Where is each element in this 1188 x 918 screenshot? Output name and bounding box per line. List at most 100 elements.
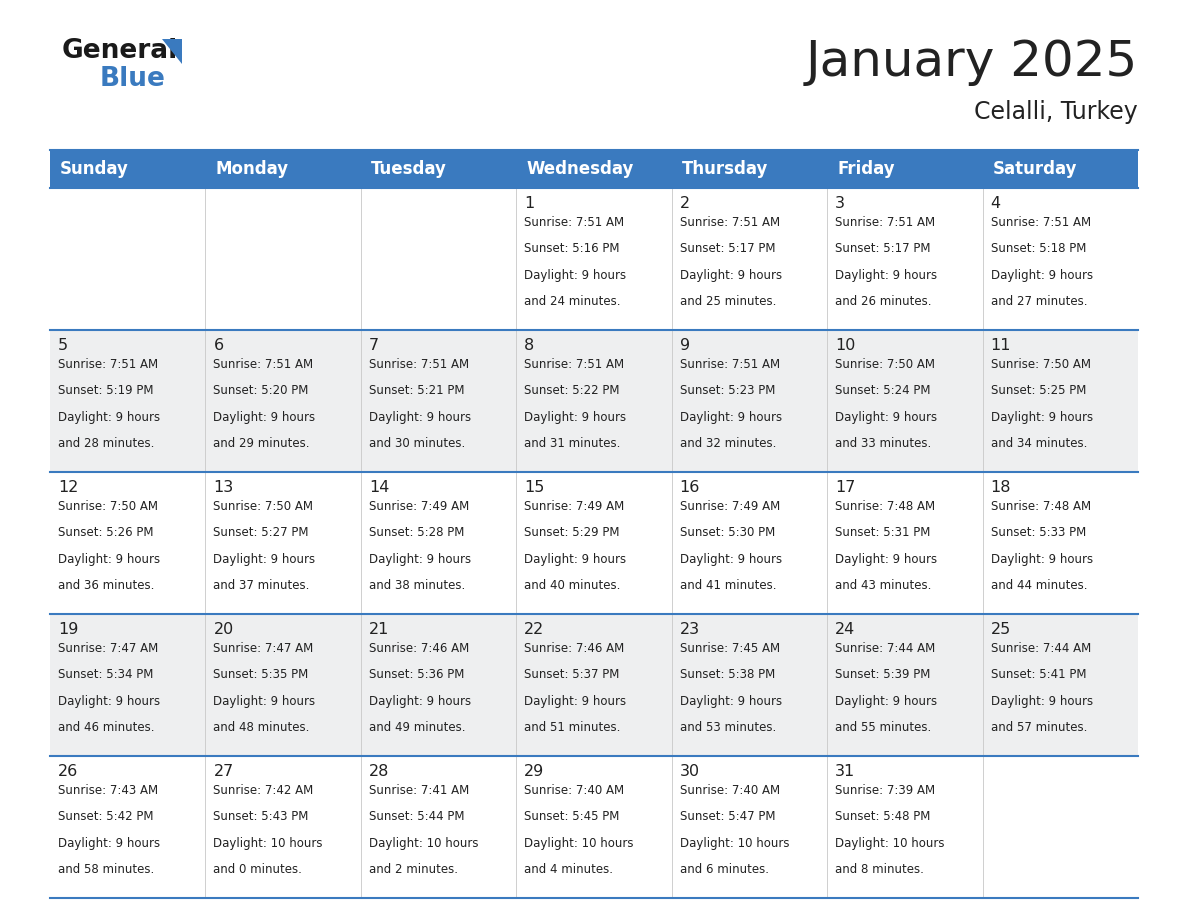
Text: Daylight: 9 hours: Daylight: 9 hours	[214, 695, 316, 708]
Text: and 8 minutes.: and 8 minutes.	[835, 863, 924, 876]
Text: and 31 minutes.: and 31 minutes.	[524, 437, 620, 450]
Text: 8: 8	[524, 338, 535, 353]
Text: Sunset: 5:20 PM: Sunset: 5:20 PM	[214, 385, 309, 397]
Text: 21: 21	[368, 622, 390, 637]
Text: Sunrise: 7:47 AM: Sunrise: 7:47 AM	[58, 642, 158, 655]
Text: and 34 minutes.: and 34 minutes.	[991, 437, 1087, 450]
Text: Sunset: 5:22 PM: Sunset: 5:22 PM	[524, 385, 620, 397]
Polygon shape	[162, 39, 182, 64]
Text: and 30 minutes.: and 30 minutes.	[368, 437, 466, 450]
Text: 23: 23	[680, 622, 700, 637]
Text: Daylight: 9 hours: Daylight: 9 hours	[835, 553, 937, 565]
Text: Tuesday: Tuesday	[371, 160, 447, 178]
Text: 29: 29	[524, 764, 544, 779]
Text: Celalli, Turkey: Celalli, Turkey	[974, 100, 1138, 124]
Text: Saturday: Saturday	[992, 160, 1078, 178]
Text: Daylight: 9 hours: Daylight: 9 hours	[214, 553, 316, 565]
Text: Daylight: 10 hours: Daylight: 10 hours	[368, 836, 479, 849]
Text: Daylight: 9 hours: Daylight: 9 hours	[214, 410, 316, 423]
Text: Sunset: 5:27 PM: Sunset: 5:27 PM	[214, 526, 309, 539]
Text: Sunset: 5:33 PM: Sunset: 5:33 PM	[991, 526, 1086, 539]
Text: Sunset: 5:36 PM: Sunset: 5:36 PM	[368, 668, 465, 681]
Text: Sunset: 5:17 PM: Sunset: 5:17 PM	[835, 242, 930, 255]
Text: Sunrise: 7:51 AM: Sunrise: 7:51 AM	[58, 358, 158, 371]
Text: Daylight: 10 hours: Daylight: 10 hours	[524, 836, 633, 849]
Text: and 32 minutes.: and 32 minutes.	[680, 437, 776, 450]
Bar	[50, 614, 1138, 756]
Text: Sunset: 5:31 PM: Sunset: 5:31 PM	[835, 526, 930, 539]
Text: Sunrise: 7:40 AM: Sunrise: 7:40 AM	[524, 784, 625, 797]
Text: and 26 minutes.: and 26 minutes.	[835, 295, 931, 308]
Text: Friday: Friday	[838, 160, 895, 178]
Text: 14: 14	[368, 480, 390, 495]
Text: Blue: Blue	[100, 66, 166, 92]
Text: and 28 minutes.: and 28 minutes.	[58, 437, 154, 450]
Text: Sunset: 5:44 PM: Sunset: 5:44 PM	[368, 811, 465, 823]
Text: Sunset: 5:30 PM: Sunset: 5:30 PM	[680, 526, 775, 539]
Text: 4: 4	[991, 196, 1000, 211]
Text: Sunrise: 7:48 AM: Sunrise: 7:48 AM	[835, 500, 935, 513]
Text: Sunset: 5:41 PM: Sunset: 5:41 PM	[991, 668, 1086, 681]
Text: 13: 13	[214, 480, 234, 495]
Text: and 36 minutes.: and 36 minutes.	[58, 579, 154, 592]
Text: Sunrise: 7:51 AM: Sunrise: 7:51 AM	[835, 216, 935, 229]
Text: 26: 26	[58, 764, 78, 779]
Text: Sunset: 5:48 PM: Sunset: 5:48 PM	[835, 811, 930, 823]
Text: Sunrise: 7:44 AM: Sunrise: 7:44 AM	[835, 642, 935, 655]
Text: 12: 12	[58, 480, 78, 495]
Text: and 24 minutes.: and 24 minutes.	[524, 295, 621, 308]
Text: Sunrise: 7:51 AM: Sunrise: 7:51 AM	[524, 216, 625, 229]
Text: Daylight: 9 hours: Daylight: 9 hours	[991, 553, 1093, 565]
Text: Sunrise: 7:50 AM: Sunrise: 7:50 AM	[214, 500, 314, 513]
Text: Daylight: 9 hours: Daylight: 9 hours	[524, 695, 626, 708]
Text: Daylight: 10 hours: Daylight: 10 hours	[214, 836, 323, 849]
Text: and 2 minutes.: and 2 minutes.	[368, 863, 457, 876]
Text: Sunset: 5:43 PM: Sunset: 5:43 PM	[214, 811, 309, 823]
Text: Sunrise: 7:51 AM: Sunrise: 7:51 AM	[524, 358, 625, 371]
Text: Daylight: 9 hours: Daylight: 9 hours	[835, 410, 937, 423]
Bar	[50, 188, 1138, 330]
Text: Sunrise: 7:51 AM: Sunrise: 7:51 AM	[368, 358, 469, 371]
Text: Sunset: 5:35 PM: Sunset: 5:35 PM	[214, 668, 309, 681]
Text: Daylight: 9 hours: Daylight: 9 hours	[680, 695, 782, 708]
Text: 17: 17	[835, 480, 855, 495]
Text: and 40 minutes.: and 40 minutes.	[524, 579, 620, 592]
Text: 27: 27	[214, 764, 234, 779]
Text: Daylight: 9 hours: Daylight: 9 hours	[835, 269, 937, 282]
Text: 19: 19	[58, 622, 78, 637]
Text: Sunrise: 7:50 AM: Sunrise: 7:50 AM	[991, 358, 1091, 371]
Text: 15: 15	[524, 480, 544, 495]
Text: Daylight: 9 hours: Daylight: 9 hours	[680, 269, 782, 282]
Text: Sunrise: 7:46 AM: Sunrise: 7:46 AM	[368, 642, 469, 655]
Text: Sunset: 5:37 PM: Sunset: 5:37 PM	[524, 668, 620, 681]
Text: Sunset: 5:18 PM: Sunset: 5:18 PM	[991, 242, 1086, 255]
Text: Sunrise: 7:39 AM: Sunrise: 7:39 AM	[835, 784, 935, 797]
Text: Sunrise: 7:48 AM: Sunrise: 7:48 AM	[991, 500, 1091, 513]
Text: Sunrise: 7:44 AM: Sunrise: 7:44 AM	[991, 642, 1091, 655]
Text: Sunset: 5:38 PM: Sunset: 5:38 PM	[680, 668, 775, 681]
Text: Sunrise: 7:42 AM: Sunrise: 7:42 AM	[214, 784, 314, 797]
Text: Daylight: 9 hours: Daylight: 9 hours	[524, 269, 626, 282]
Text: General: General	[62, 38, 178, 64]
Text: Sunday: Sunday	[61, 160, 128, 178]
Text: Daylight: 10 hours: Daylight: 10 hours	[680, 836, 789, 849]
Text: Sunrise: 7:49 AM: Sunrise: 7:49 AM	[680, 500, 781, 513]
Text: Sunrise: 7:41 AM: Sunrise: 7:41 AM	[368, 784, 469, 797]
Text: Daylight: 9 hours: Daylight: 9 hours	[680, 553, 782, 565]
Text: Sunset: 5:19 PM: Sunset: 5:19 PM	[58, 385, 153, 397]
Text: Daylight: 9 hours: Daylight: 9 hours	[368, 695, 470, 708]
Text: 10: 10	[835, 338, 855, 353]
Text: and 41 minutes.: and 41 minutes.	[680, 579, 776, 592]
Text: and 43 minutes.: and 43 minutes.	[835, 579, 931, 592]
Text: Sunset: 5:47 PM: Sunset: 5:47 PM	[680, 811, 776, 823]
Bar	[50, 330, 1138, 472]
Text: and 51 minutes.: and 51 minutes.	[524, 721, 620, 733]
Text: and 4 minutes.: and 4 minutes.	[524, 863, 613, 876]
Text: Sunset: 5:42 PM: Sunset: 5:42 PM	[58, 811, 153, 823]
Text: and 57 minutes.: and 57 minutes.	[991, 721, 1087, 733]
Text: and 25 minutes.: and 25 minutes.	[680, 295, 776, 308]
Text: 20: 20	[214, 622, 234, 637]
Text: 30: 30	[680, 764, 700, 779]
Text: and 46 minutes.: and 46 minutes.	[58, 721, 154, 733]
Text: and 38 minutes.: and 38 minutes.	[368, 579, 466, 592]
